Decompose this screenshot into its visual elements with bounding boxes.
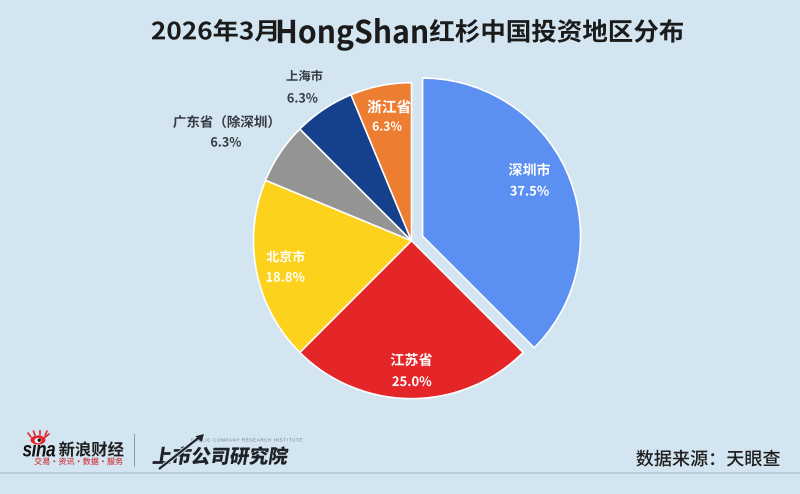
svg-text:PUBLIC COMPANY RESEARCH INSTIT: PUBLIC COMPANY RESEARCH INSTITUTE xyxy=(191,437,303,442)
